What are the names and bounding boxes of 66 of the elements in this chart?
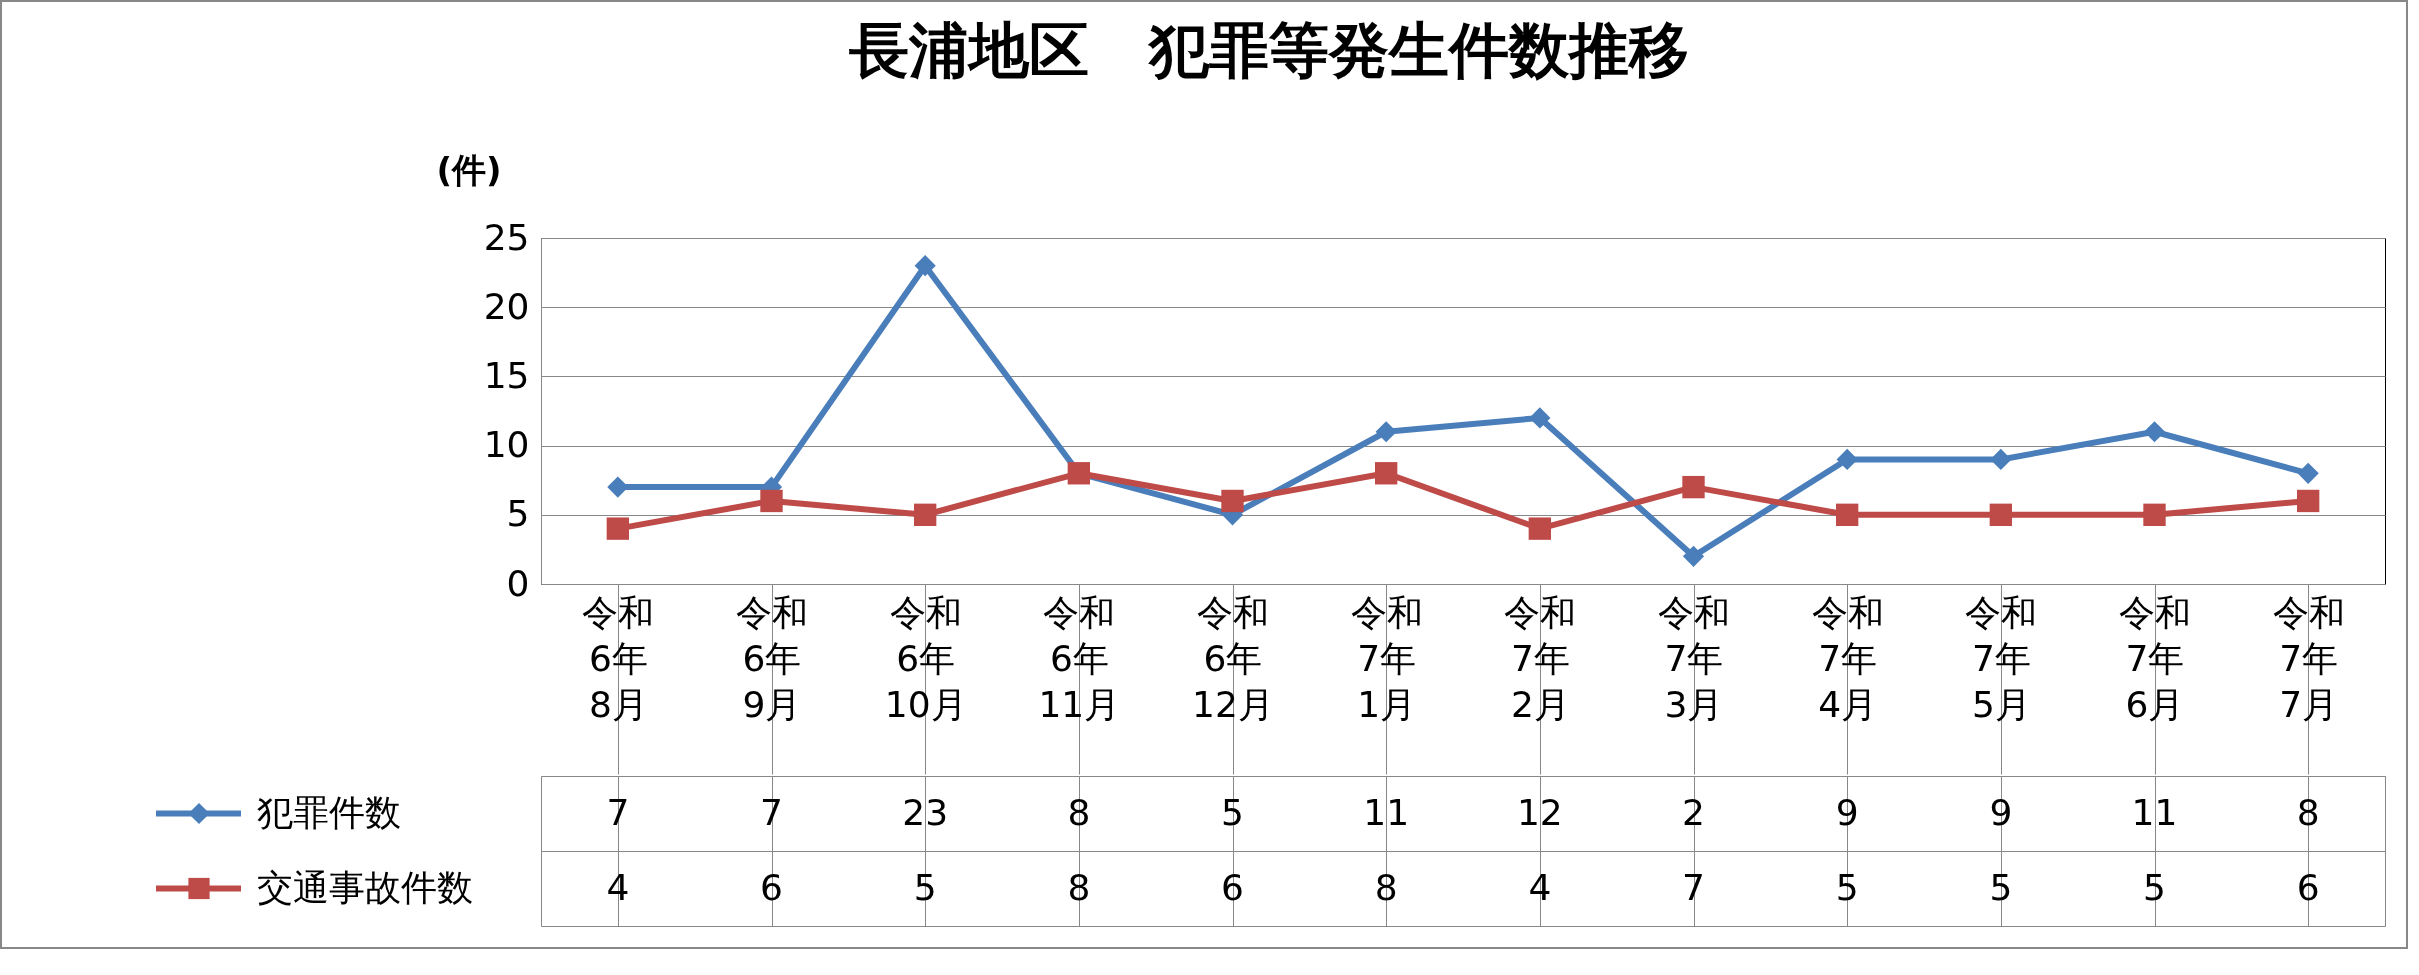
point [2296, 489, 2320, 513]
data-label: 7 [1682, 866, 1705, 908]
legend-label: 交通事故件数 [256, 866, 473, 908]
y-axis-title: (件) [436, 149, 502, 190]
point [1835, 503, 1859, 526]
x-tick-label: 令和 6年 11月 [1038, 591, 1121, 725]
data-label: 11 [2131, 791, 2178, 833]
y-tick-label: 5 [506, 493, 530, 535]
point [760, 489, 783, 513]
point [1682, 545, 1705, 567]
point [1374, 462, 1398, 485]
y-tick-label: 25 [483, 216, 530, 258]
x-tick-label: 令和 7年 7月 [2272, 591, 2345, 725]
data-label: 5 [2143, 866, 2166, 908]
data-label: 5 [913, 866, 937, 908]
y-tick-label: 10 [483, 424, 530, 466]
data-label: 23 [902, 791, 949, 833]
data-label: 12 [1516, 791, 1563, 833]
data-label: 6 [760, 866, 783, 908]
x-tick-label: 令和 6年 8月 [582, 591, 655, 725]
data-label: 6 [1221, 866, 1244, 908]
data-label: 11 [1363, 791, 1410, 833]
point [606, 517, 630, 540]
data-label: 9 [1989, 791, 2013, 833]
x-tick-label: 令和 7年 4月 [1811, 591, 1884, 725]
point [1989, 503, 2013, 526]
data-label: 6 [2296, 866, 2320, 908]
point [2297, 462, 2319, 484]
x-tick-label: 令和 6年 9月 [736, 591, 808, 725]
point [1836, 448, 1858, 471]
data-label: 8 [2296, 791, 2320, 833]
data-label: 7 [606, 791, 630, 833]
point [1990, 448, 2012, 471]
point [914, 255, 936, 277]
point [913, 503, 937, 526]
x-tick-label: 令和 6年 12月 [1192, 591, 1274, 725]
y-tick-label: 15 [483, 354, 530, 396]
point [1221, 489, 1244, 513]
chart-title: 長浦地区 犯罪等発生件数推移 [848, 14, 1689, 85]
point [1529, 407, 1551, 429]
data-label: 9 [1835, 791, 1859, 833]
x-tick-label: 令和 7年 6月 [2119, 591, 2191, 725]
data-label: 5 [1835, 866, 1859, 908]
point [607, 476, 629, 498]
x-tick-label: 令和 7年 5月 [1965, 591, 2038, 725]
x-tick-label: 令和 7年 3月 [1658, 591, 1730, 725]
point [1682, 475, 1705, 499]
point [1375, 421, 1397, 443]
point [2143, 421, 2166, 443]
y-tick-label: 20 [483, 285, 530, 327]
data-label: 4 [1528, 866, 1552, 908]
data-label: 8 [1374, 866, 1398, 908]
data-label: 8 [1067, 866, 1091, 908]
data-label: 8 [1067, 791, 1091, 833]
point [2143, 503, 2166, 526]
x-tick-label: 令和 7年 2月 [1504, 591, 1577, 725]
data-label: 2 [1682, 791, 1705, 833]
x-tick-label: 令和 6年 10月 [884, 591, 967, 725]
data-label: 7 [760, 791, 783, 833]
data-label: 5 [1989, 866, 2013, 908]
data-label: 4 [606, 866, 630, 908]
legend-label: 犯罪件数 [256, 791, 401, 833]
y-tick-label: 0 [506, 562, 530, 604]
point [1528, 517, 1552, 540]
data-label: 5 [1221, 791, 1244, 833]
x-tick-label: 令和 7年 1月 [1350, 591, 1423, 725]
